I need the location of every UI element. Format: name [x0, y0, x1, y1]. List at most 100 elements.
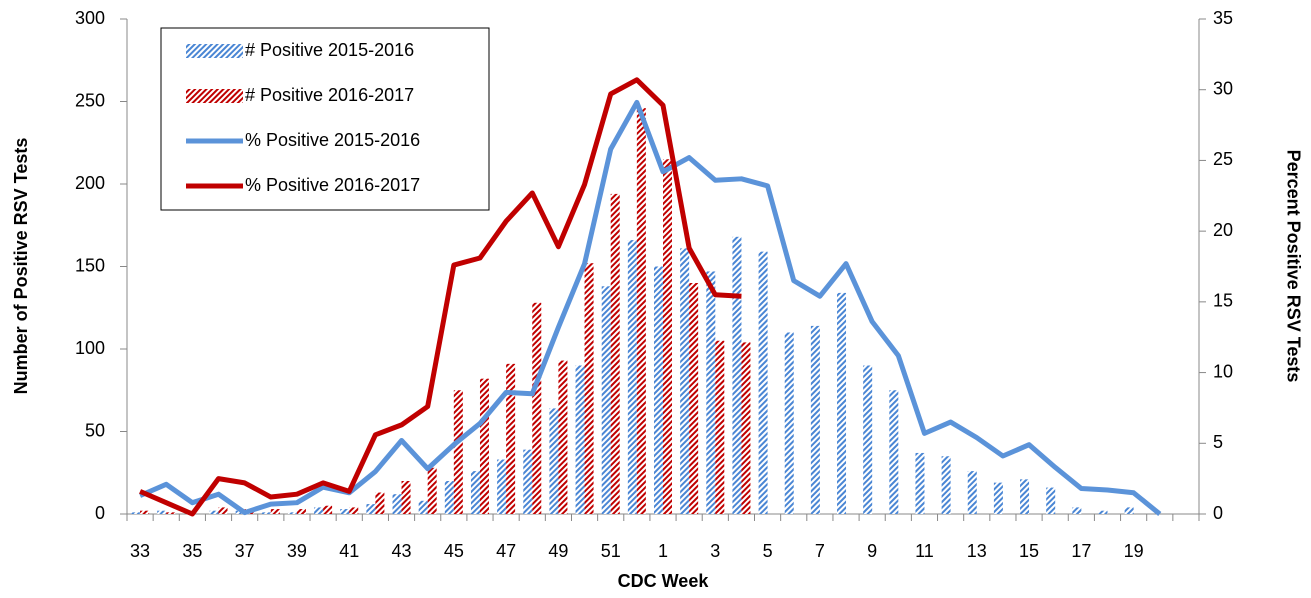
bar	[340, 509, 350, 514]
bar	[453, 390, 463, 514]
bar	[636, 108, 646, 514]
bar	[663, 159, 672, 514]
bar	[523, 449, 533, 514]
legend-swatch	[186, 44, 243, 58]
bar	[444, 481, 454, 514]
bar	[392, 494, 402, 514]
bar	[680, 248, 690, 514]
y-tick-label: 50	[85, 420, 105, 440]
bar	[470, 471, 480, 514]
line	[139, 77, 742, 517]
bar	[427, 467, 437, 514]
bar	[287, 512, 297, 514]
bar	[401, 481, 411, 514]
bar	[1098, 510, 1108, 514]
bar	[941, 456, 951, 514]
x-tick-label: 49	[548, 541, 568, 561]
bar	[497, 459, 507, 514]
bar	[610, 193, 620, 514]
bar	[506, 363, 516, 514]
y-tick-label: 100	[75, 338, 105, 358]
line	[139, 99, 1162, 516]
bar	[575, 365, 585, 514]
bar	[157, 510, 167, 514]
bar	[166, 512, 176, 514]
legend-label: % Positive 2015-2016	[245, 130, 420, 150]
bar	[479, 378, 489, 514]
bar	[140, 510, 150, 514]
bar	[558, 360, 568, 514]
x-tick-label: 7	[815, 541, 825, 561]
bar	[375, 492, 385, 514]
y2-tick-label: 20	[1213, 220, 1233, 240]
bar	[810, 325, 820, 514]
y-axis-title: Number of Positive RSV Tests	[11, 138, 31, 395]
bar	[915, 452, 925, 514]
bar	[418, 500, 428, 514]
bar	[218, 507, 228, 514]
bar	[689, 283, 699, 514]
bar	[296, 509, 306, 514]
bar	[784, 332, 794, 514]
bar	[1020, 479, 1030, 514]
y2-tick-label: 30	[1213, 78, 1233, 98]
y2-tick-label: 15	[1213, 291, 1233, 311]
x-tick-label: 35	[182, 541, 202, 561]
bar	[1072, 507, 1082, 514]
x-tick-label: 15	[1019, 541, 1039, 561]
bar	[261, 512, 271, 514]
bar	[584, 263, 594, 514]
bar	[549, 408, 559, 514]
x-tick-label: 47	[496, 541, 516, 561]
bar	[209, 510, 219, 514]
x-tick-label: 37	[235, 541, 255, 561]
legend-label: # Positive 2015-2016	[245, 40, 414, 60]
x-tick-label: 45	[444, 541, 464, 561]
x-tick-label: 17	[1071, 541, 1091, 561]
bar	[314, 507, 324, 514]
y-tick-label: 0	[95, 503, 105, 523]
x-tick-label: 1	[658, 541, 668, 561]
x-tick-label: 51	[601, 541, 621, 561]
x-tick-label: 39	[287, 541, 307, 561]
y2-tick-label: 5	[1213, 432, 1223, 452]
bar	[1046, 487, 1056, 514]
x-tick-label: 3	[710, 541, 720, 561]
x-tick-label: 9	[867, 541, 877, 561]
x-tick-label: 19	[1124, 541, 1144, 561]
bar	[837, 292, 847, 514]
legend-box	[160, 27, 490, 211]
bar	[349, 507, 359, 514]
bar	[366, 504, 376, 514]
bar	[993, 482, 1003, 514]
x-tick-label: 5	[763, 541, 773, 561]
bar	[323, 505, 333, 514]
x-tick-label: 43	[392, 541, 412, 561]
y-tick-label: 300	[75, 8, 105, 28]
y2-axis-title: Percent Positive RSV Tests	[1283, 150, 1303, 383]
bar	[732, 236, 742, 515]
y2-tick-label: 35	[1213, 8, 1233, 28]
y2-tick-label: 25	[1213, 149, 1233, 169]
legend: # Positive 2015-2016 # Positive 2016-2017…	[160, 27, 490, 211]
y-tick-label: 250	[75, 90, 105, 110]
y-tick-label: 150	[75, 255, 105, 275]
bar	[706, 271, 716, 514]
bar	[967, 471, 977, 514]
legend-label: % Positive 2016-2017	[245, 175, 420, 195]
bar	[532, 302, 542, 514]
legend-label: # Positive 2016-2017	[245, 85, 414, 105]
y-tick-label: 200	[75, 173, 105, 193]
x-tick-label: 11	[915, 541, 934, 561]
bar	[131, 512, 141, 514]
y2-tick-label: 10	[1213, 361, 1233, 381]
bar	[1124, 507, 1134, 514]
bar	[715, 340, 725, 514]
bar	[627, 240, 637, 514]
bar	[758, 251, 768, 514]
x-tick-label: 41	[339, 541, 359, 561]
legend-swatch	[186, 89, 243, 103]
bar	[270, 509, 280, 514]
bar	[889, 390, 899, 514]
